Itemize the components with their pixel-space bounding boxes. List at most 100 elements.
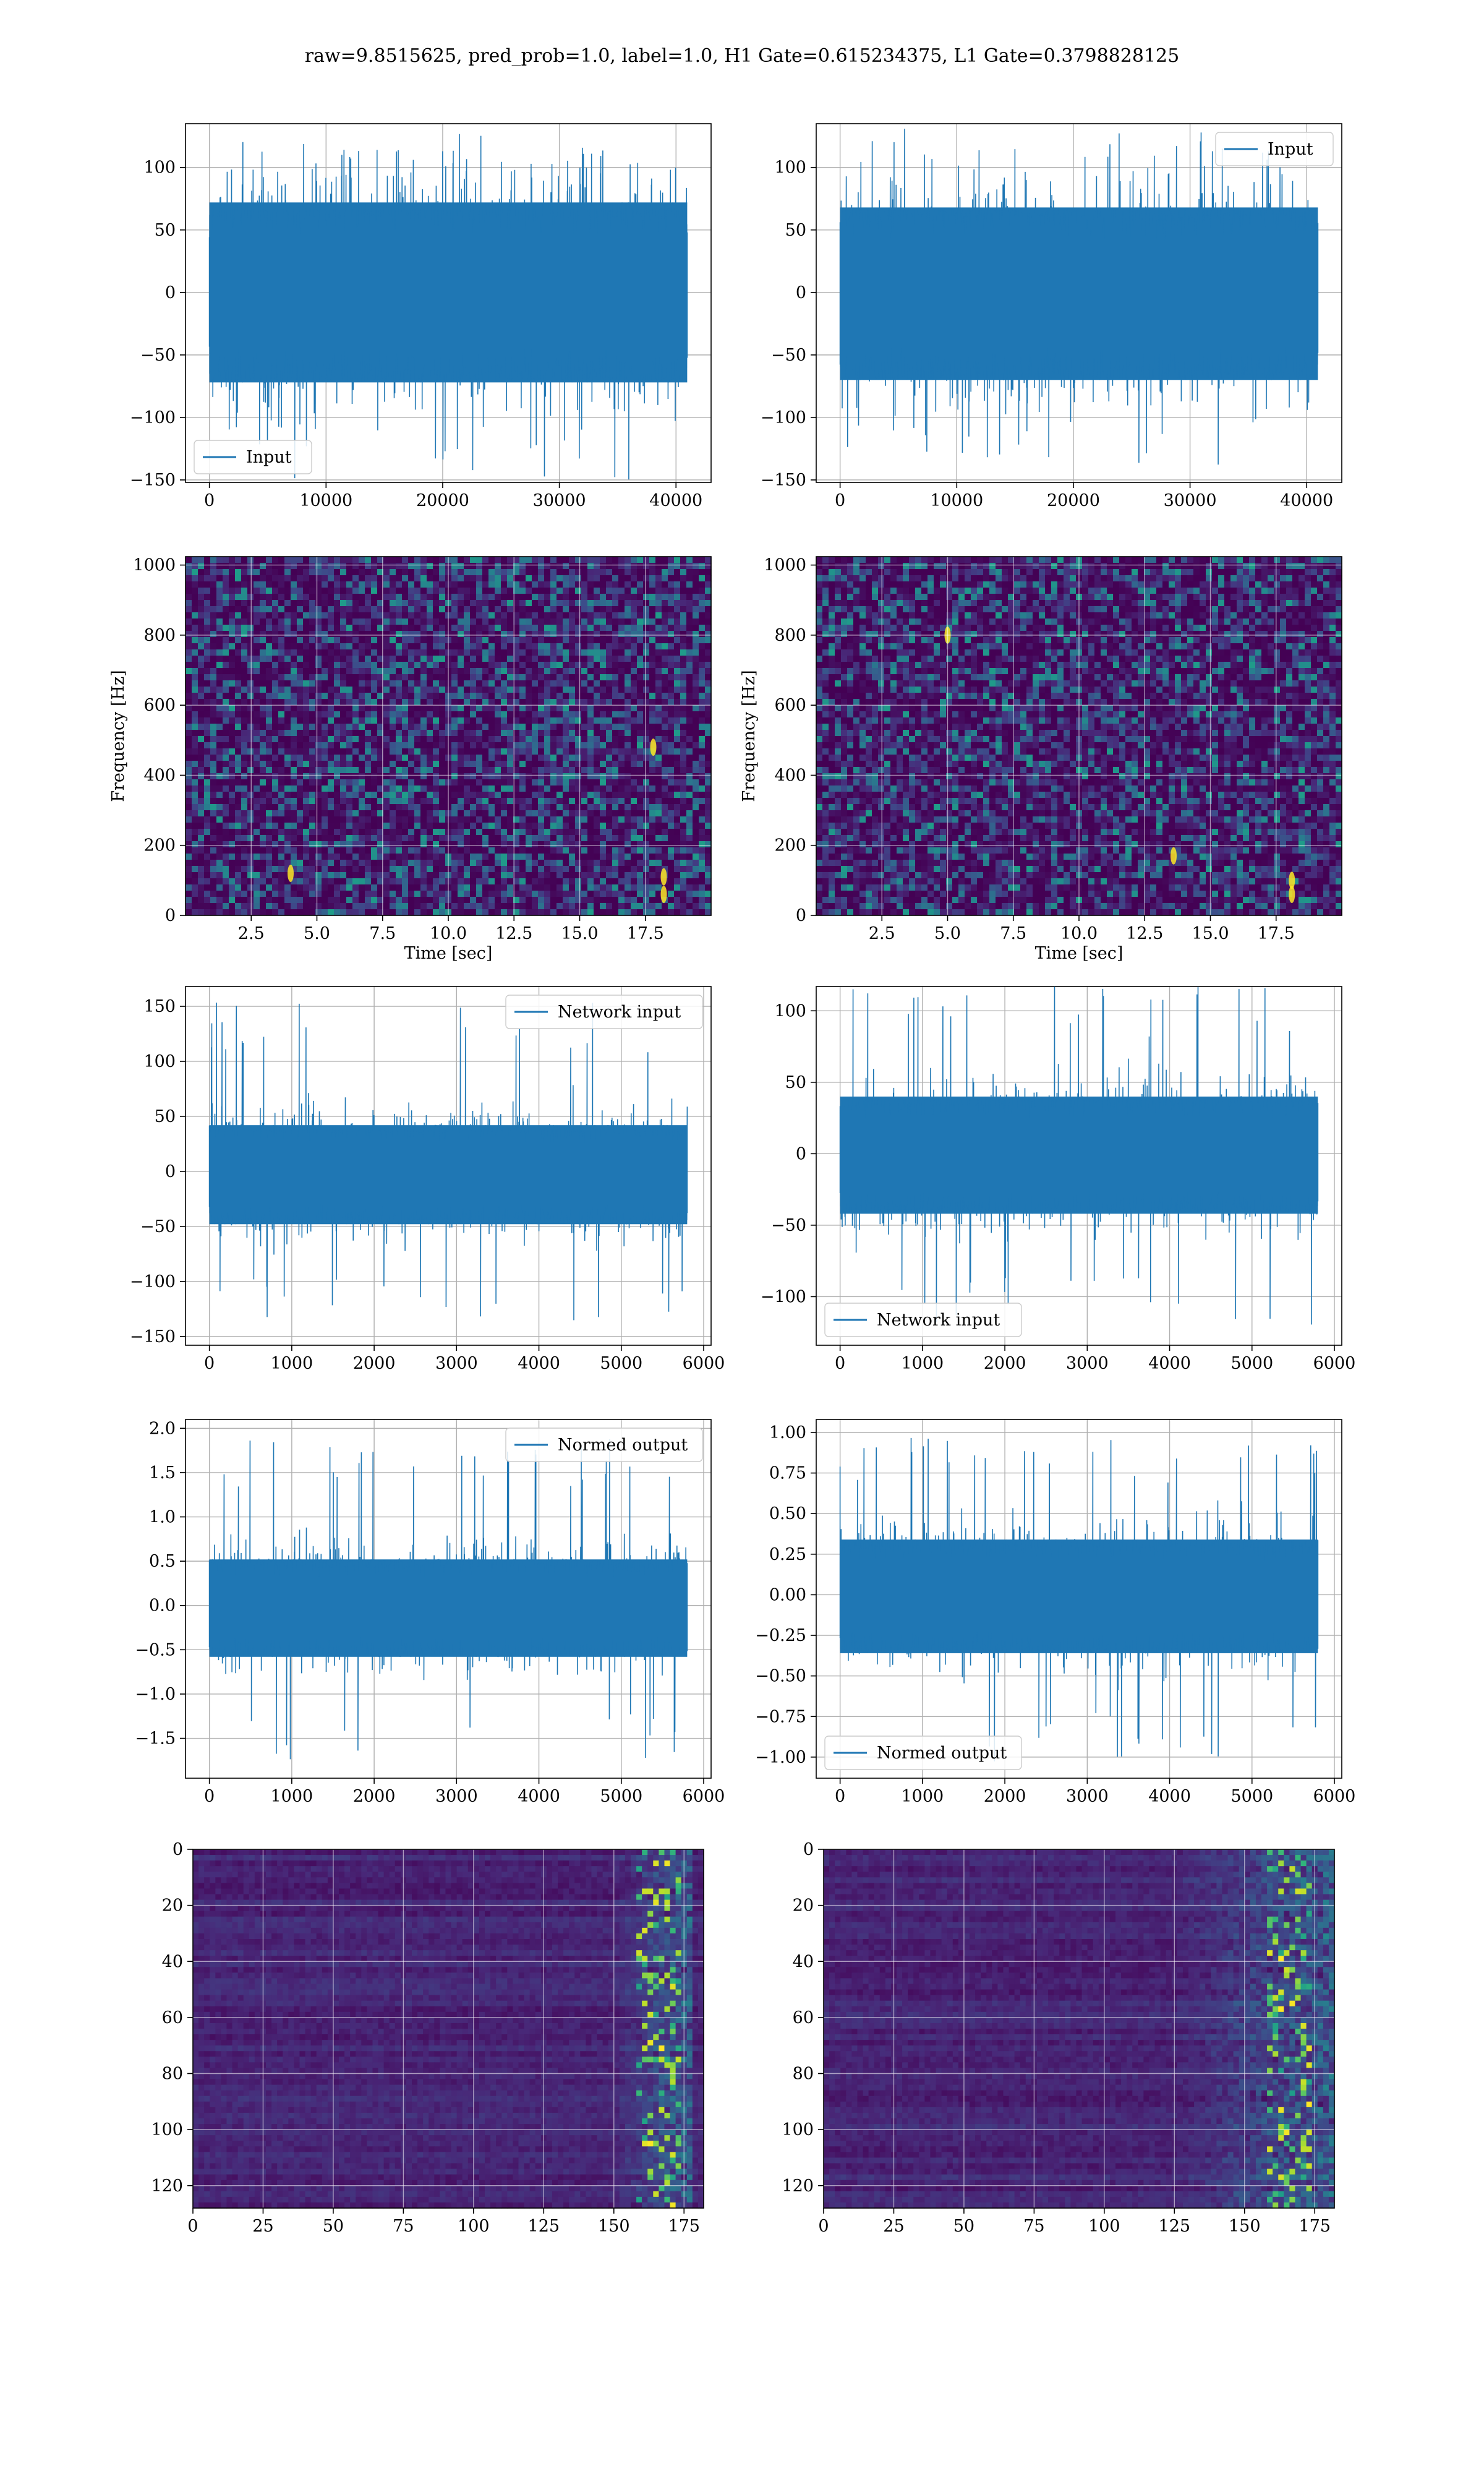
spectrogram-cell <box>309 891 316 897</box>
spectrogram-cell <box>699 618 706 625</box>
spectrogram-cell <box>216 854 223 860</box>
spectrogram-cell <box>631 854 638 860</box>
spectrogram-cell <box>680 668 687 675</box>
spectrogram-cell <box>680 711 687 718</box>
spectrogram-cell <box>501 649 508 656</box>
spectrogram-cell <box>365 792 372 798</box>
spectrogram-cell <box>420 656 427 662</box>
spectrogram-cell <box>328 897 335 904</box>
spectrogram-cell <box>513 649 520 656</box>
spectrogram-cell <box>693 872 699 879</box>
spectrogram-cell <box>451 779 458 786</box>
spectrogram-cell <box>235 588 242 594</box>
spectrogram-cell <box>377 699 384 706</box>
spectrogram-cell <box>631 563 638 570</box>
spectrogram-cell <box>247 761 254 768</box>
spectrogram-cell <box>210 748 217 755</box>
spectrogram-cell <box>507 829 514 836</box>
spectrogram-cell <box>699 612 706 619</box>
spectrogram-cell <box>328 878 335 885</box>
spectrogram-cell <box>495 674 501 681</box>
spectrogram-cell <box>322 909 328 916</box>
spectrogram-cell <box>247 847 254 854</box>
spectrogram-cell <box>414 816 421 823</box>
spectrogram-cell <box>550 662 557 669</box>
spectrogram-cell <box>291 618 297 625</box>
spectrogram-cell <box>606 804 613 811</box>
spectrogram-cell <box>390 668 396 675</box>
spectrogram-cell <box>507 557 514 563</box>
spectrogram-cell <box>291 668 297 675</box>
spectrogram-cell <box>458 810 464 817</box>
spectrogram-cell <box>631 557 638 563</box>
spectrogram-cell <box>204 816 211 823</box>
spectrogram-cell <box>618 761 625 768</box>
spectrogram-cell <box>439 557 446 563</box>
spectrogram-cell <box>223 693 229 700</box>
spectrogram-cell <box>427 872 433 879</box>
spectrogram-cell <box>563 816 569 823</box>
spectrogram-cell <box>470 755 477 761</box>
spectrogram-cell <box>204 693 211 700</box>
spectrogram-cell <box>482 680 489 687</box>
spectrogram-cell <box>451 643 458 650</box>
spectrogram-cell <box>278 643 285 650</box>
spectrogram-cell <box>482 810 489 817</box>
spectrogram-cell <box>458 736 464 743</box>
spectrogram-cell <box>383 748 390 755</box>
spectrogram-cell <box>340 798 347 805</box>
spectrogram-cell <box>198 625 205 631</box>
spectrogram-cell <box>223 810 229 817</box>
spectrogram-cell <box>581 841 588 848</box>
spectrogram-cell <box>272 810 279 817</box>
spectrogram-cell <box>464 588 471 594</box>
spectrogram-cell <box>594 891 600 897</box>
spectrogram-cell <box>532 847 539 854</box>
spectrogram-cell <box>649 637 656 644</box>
spectrogram-cell <box>544 693 551 700</box>
spectrogram-cell <box>488 581 495 588</box>
spectrogram-cell <box>625 581 631 588</box>
spectrogram-cell <box>315 835 322 842</box>
spectrogram-cell <box>328 724 335 730</box>
spectrogram-cell <box>291 810 297 817</box>
spectrogram-cell <box>705 625 712 631</box>
spectrogram-cell <box>458 823 464 829</box>
spectrogram-cell <box>519 792 526 798</box>
spectrogram-cell <box>705 773 712 780</box>
spectrogram-cell <box>655 588 662 594</box>
spectrogram-cell <box>662 903 668 910</box>
spectrogram-cell <box>587 816 594 823</box>
spectrogram-cell <box>204 680 211 687</box>
spectrogram-cell <box>383 779 390 786</box>
spectrogram-cell <box>686 847 693 854</box>
spectrogram-cell <box>451 884 458 891</box>
spectrogram-cell <box>346 693 353 700</box>
spectrogram-cell <box>563 891 569 897</box>
spectrogram-cell <box>396 730 403 737</box>
spectrogram-cell <box>581 717 588 724</box>
spectrogram-cell <box>414 835 421 842</box>
spectrogram-cell <box>322 872 328 879</box>
spectrogram-cell <box>544 600 551 607</box>
spectrogram-cell <box>210 569 217 576</box>
spectrogram-cell <box>594 606 600 613</box>
spectrogram-cell <box>346 761 353 768</box>
spectrogram-cell <box>556 600 563 607</box>
spectrogram-cell <box>198 792 205 798</box>
spectrogram-cell <box>278 823 285 829</box>
spectrogram-cell <box>488 631 495 638</box>
spectrogram-cell <box>266 785 273 792</box>
spectrogram-cell <box>625 804 631 811</box>
spectrogram-cell <box>575 693 582 700</box>
spectrogram-cell <box>686 872 693 879</box>
spectrogram-cell <box>278 693 285 700</box>
spectrogram-cell <box>346 748 353 755</box>
spectrogram-cell <box>260 717 267 724</box>
spectrogram-cell <box>346 742 353 749</box>
spectrogram-cell <box>383 569 390 576</box>
spectrogram-cell <box>284 866 291 873</box>
spectrogram-cell <box>309 742 316 749</box>
spectrogram-cell <box>612 625 619 631</box>
spectrogram-cell <box>612 779 619 786</box>
